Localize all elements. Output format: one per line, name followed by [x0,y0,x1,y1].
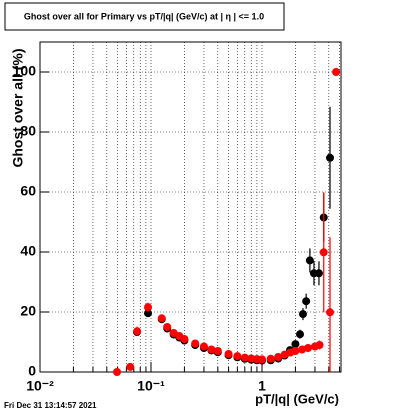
x-tick-label: 10⁻¹ [137,378,165,394]
data-point [207,345,216,354]
data-point [315,341,324,349]
data-point [291,340,300,349]
y-tick-label: 60 [20,183,36,199]
x-tick-label: 10⁻² [26,378,54,394]
data-point [213,347,222,355]
footer: Fri Dec 31 13:14:57 2021 [4,401,97,410]
y-tick-label: 0 [28,363,36,379]
title-box [4,2,285,31]
x-tick-label: 1 [258,378,266,394]
y-axis-label: Ghost over all (%) [10,48,26,167]
data-point [157,314,166,323]
chart-title: Ghost over all for Primary vs pT/|q| (Ge… [24,11,264,21]
y-tick-label: 20 [20,303,36,319]
y-tick-label: 100 [13,63,37,79]
data-point [163,323,172,331]
data-point [257,355,266,364]
data-point [326,308,335,317]
data-point [233,352,242,361]
data-point [291,347,300,355]
data-point [304,344,313,352]
data-point [199,342,208,351]
data-point [305,256,314,265]
data-point [191,339,200,348]
data-point [332,68,341,76]
data-point [266,354,275,363]
y-tick-label: 40 [20,243,36,259]
y-tick-label: 80 [20,123,36,139]
data-point [298,310,307,319]
data-point [224,350,233,358]
data-point [326,153,335,162]
x-axis-label: pT/|q| (GeV/c) [255,391,339,406]
data-point [240,353,249,362]
data-point [180,335,189,343]
data-point [133,327,142,336]
data-point [144,309,153,318]
data-point [314,269,323,278]
data-point [144,303,153,312]
data-point [319,248,328,257]
data-point [295,330,304,339]
data-point [274,353,283,361]
data-point [113,368,122,376]
data-point [302,297,311,306]
data-point [126,362,135,371]
